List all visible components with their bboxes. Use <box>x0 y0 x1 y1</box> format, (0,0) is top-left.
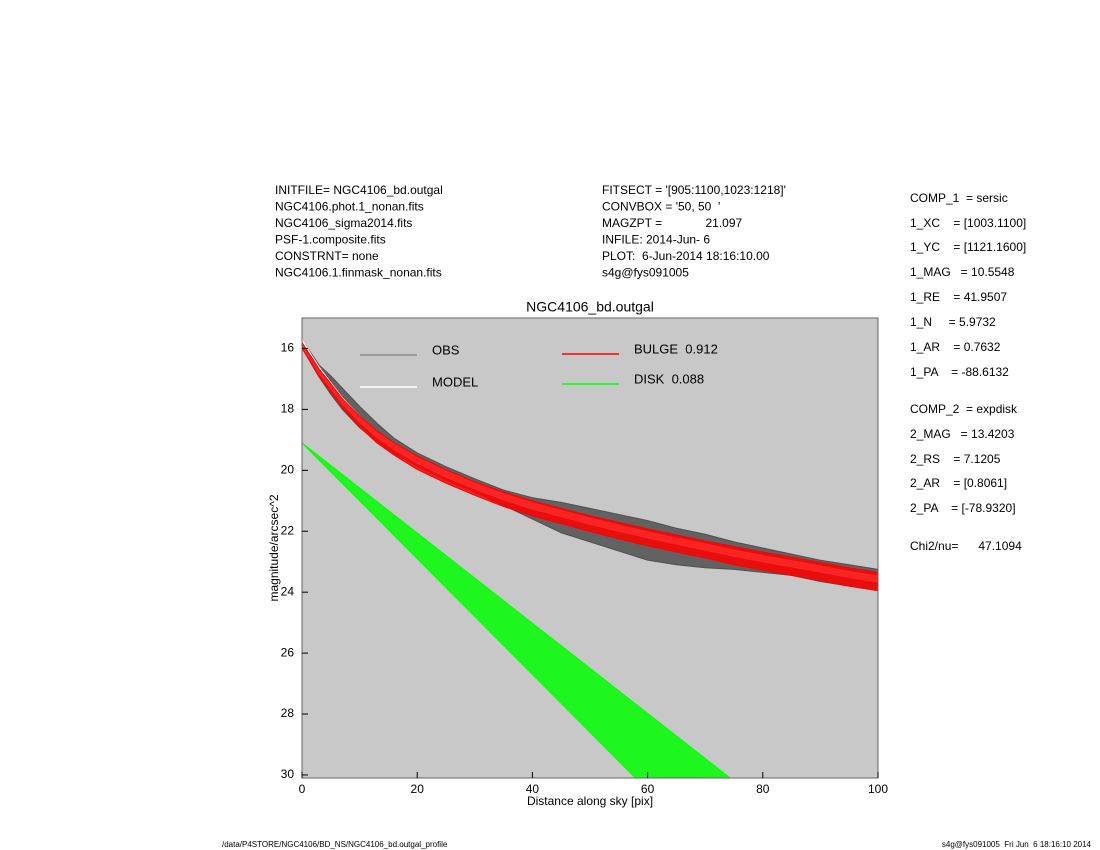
y-tick-label: 20 <box>281 462 295 476</box>
param-line: 2_RS = 7.1205 <box>910 452 1001 466</box>
param-line: 1_N = 5.9732 <box>910 315 996 329</box>
header-left-line: INITFILE= NGC4106_bd.outgal <box>275 183 443 197</box>
header-left-line: NGC4106.phot.1_nonan.fits <box>275 200 424 214</box>
y-tick-label: 30 <box>281 767 295 781</box>
header-middle-line: INFILE: 2014-Jun- 6 <box>602 233 710 247</box>
header-left-line: NGC4106_sigma2014.fits <box>275 216 412 230</box>
plot-frame <box>301 317 879 779</box>
param-line: 2_AR = [0.8061] <box>910 476 1007 490</box>
x-tick-label: 0 <box>299 782 306 796</box>
header-left-line: CONSTRNT= none <box>275 249 379 263</box>
param-line: 1_MAG = 10.5548 <box>910 265 1015 279</box>
series-band <box>302 341 878 592</box>
header-left-line: PSF-1.composite.fits <box>275 233 386 247</box>
x-axis-label: Distance along sky [pix] <box>527 794 653 808</box>
header-middle-line: PLOT: 6-Jun-2014 18:16:10.00 <box>602 249 770 263</box>
param-line: 1_AR = 0.7632 <box>910 340 1001 354</box>
legend-label: OBS <box>432 342 460 357</box>
series-band <box>302 442 731 778</box>
y-tick-label: 16 <box>281 341 295 355</box>
x-tick-label: 100 <box>868 782 888 796</box>
x-tick-label: 20 <box>411 782 425 796</box>
chart-title: NGC4106_bd.outgal <box>526 299 654 315</box>
header-middle-line: MAGZPT = 21.097 <box>602 216 742 230</box>
param-line: 1_XC = [1003.1100] <box>910 216 1026 230</box>
header-middle-line: FITSECT = '[905:1100,1023:1218]' <box>602 183 786 197</box>
legend-label: MODEL <box>432 374 478 389</box>
footer-path: /data/P4STORE/NGC4106/BD_NS/NGC4106_bd.o… <box>222 840 448 849</box>
x-tick-label: 80 <box>756 782 770 796</box>
header-middle-line: CONVBOX = '50, 50 ' <box>602 200 720 214</box>
param-line: 1_PA = -88.6132 <box>910 365 1009 379</box>
param-line: 2_MAG = 13.4203 <box>910 427 1015 441</box>
x-tick-label: 40 <box>526 782 540 796</box>
y-tick-label: 28 <box>281 706 295 720</box>
legend-label: DISK 0.088 <box>634 371 704 386</box>
footer-stamp: s4g@fys091005 Fri Jun 6 18:16:10 2014 <box>942 840 1092 849</box>
y-tick-label: 22 <box>281 523 295 537</box>
x-tick-label: 60 <box>641 782 655 796</box>
y-tick-label: 26 <box>281 645 295 659</box>
y-axis-label: magnitude/arcsec^2 <box>267 494 281 601</box>
param-line: 1_RE = 41.9507 <box>910 290 1007 304</box>
param-line: Chi2/nu= 47.1094 <box>910 539 1022 553</box>
param-line: 1_YC = [1121.1600] <box>910 240 1026 254</box>
header-left-line: NGC4106.1.finmask_nonan.fits <box>275 266 442 280</box>
legend-label: BULGE 0.912 <box>634 341 718 356</box>
plot-data <box>302 338 878 778</box>
header-middle-line: s4g@fys091005 <box>602 266 689 280</box>
y-tick-label: 18 <box>281 402 295 416</box>
param-line: COMP_2 = expdisk <box>910 402 1018 416</box>
param-line: 2_PA = [-78.9320] <box>910 501 1016 515</box>
y-tick-label: 24 <box>281 584 295 598</box>
param-line: COMP_1 = sersic <box>910 191 1008 205</box>
